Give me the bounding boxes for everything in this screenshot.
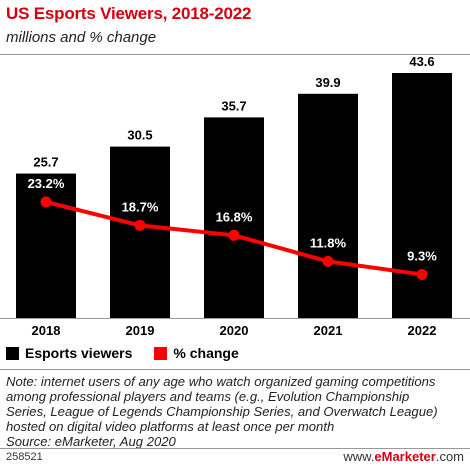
bar [16, 173, 76, 318]
line-value-label: 18.7% [122, 199, 159, 214]
bar-value-label: 30.5 [127, 128, 152, 143]
line-point [134, 219, 146, 231]
legend-divider [0, 369, 470, 370]
note-line: among professional players and teams (e.… [6, 389, 410, 404]
x-tick-label: 2019 [126, 323, 155, 338]
bar [298, 93, 358, 318]
line-point [416, 268, 428, 280]
line-value-label: 11.8% [310, 235, 347, 250]
bar [110, 146, 170, 318]
brand-logo: www.eMarketer.com [343, 449, 464, 464]
line-value-label: 9.3% [407, 248, 437, 263]
legend-swatch-viewers [6, 346, 19, 360]
bar-value-label: 39.9 [315, 75, 340, 90]
bar-value-label: 25.7 [33, 155, 58, 170]
bar [204, 117, 264, 318]
brand-prefix: www. [343, 449, 375, 464]
bar-value-label: 35.7 [221, 98, 246, 113]
line-point [40, 196, 52, 208]
chart: 25.7 2018 30.5 2019 35.7 2020 39.9 2021 43.6 2022… [0, 55, 470, 338]
legend-item-viewers: Esports viewers [6, 345, 132, 361]
footer-divider [0, 448, 470, 449]
x-tick-label: 2020 [220, 323, 249, 338]
bar [392, 73, 452, 318]
line-value-label: 16.8% [216, 209, 253, 224]
note-line: Series, League of Legends Championship S… [6, 404, 438, 419]
x-tick-label: 2018 [32, 323, 61, 338]
legend: Esports viewers % change [6, 345, 239, 361]
chart-id: 258521 [6, 451, 43, 463]
brand-name: eMarketer [374, 449, 436, 464]
legend-label-change: % change [173, 345, 239, 361]
legend-item-change: % change [154, 345, 239, 361]
chart-subtitle: millions and % change [6, 29, 157, 46]
x-tick-label: 2021 [314, 323, 343, 338]
note-line: hosted on digital video platforms at lea… [6, 419, 335, 434]
line-point [228, 229, 240, 241]
brand-suffix: .com [435, 449, 464, 464]
legend-swatch-change [154, 346, 168, 360]
note-line: Note: internet users of any age who watc… [6, 374, 436, 389]
note-block: Note: internet users of any age who watc… [6, 374, 464, 449]
x-tick-label: 2022 [408, 323, 437, 338]
source-line: Source: eMarketer, Aug 2020 [6, 434, 176, 449]
line-value-label: 23.2% [28, 176, 65, 191]
top-divider [0, 54, 470, 55]
chart-title: US Esports Viewers, 2018-2022 [6, 4, 252, 23]
legend-label-viewers: Esports viewers [25, 345, 133, 361]
bar-value-label: 43.6 [409, 55, 434, 69]
line-point [322, 255, 334, 267]
